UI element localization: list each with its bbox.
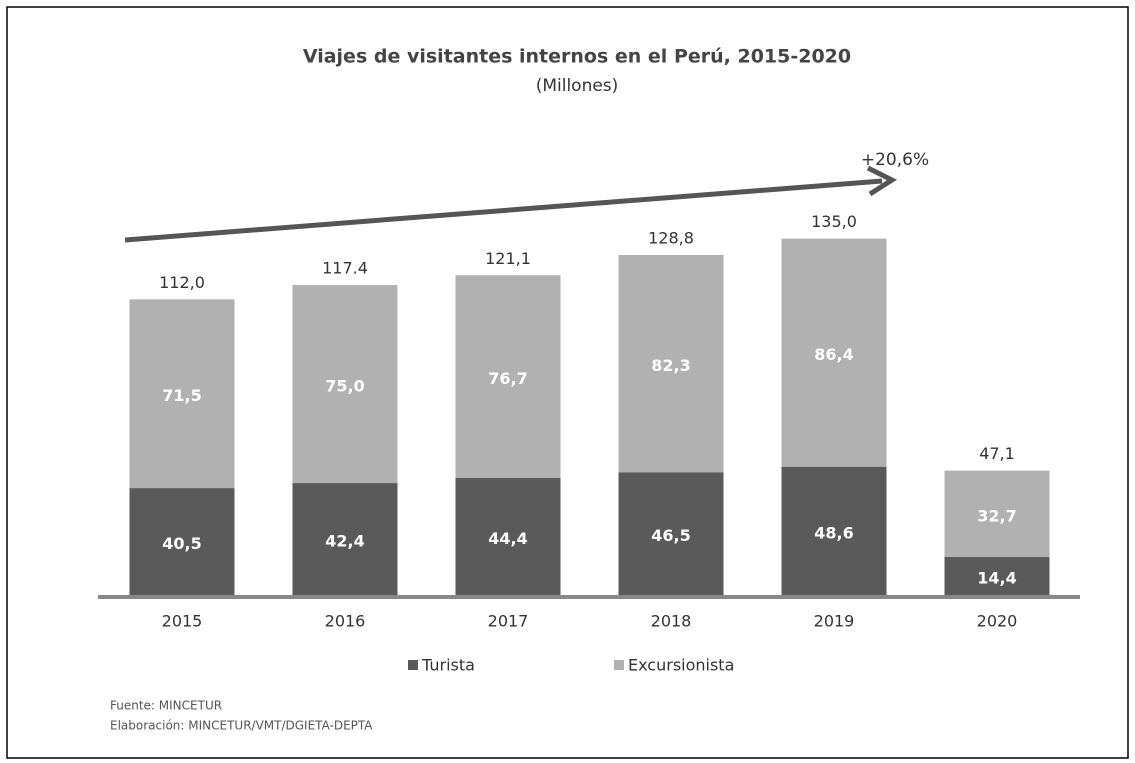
x-tick-label: 2017: [488, 612, 529, 631]
x-tick-label: 2018: [651, 612, 692, 631]
value-label: 71,5: [162, 386, 201, 405]
trend-arrow: [124, 178, 883, 243]
total-label: 117.4: [322, 259, 368, 278]
value-label: 42,4: [325, 532, 364, 551]
total-label: 128,8: [648, 228, 694, 247]
credit-note: Elaboración: MINCETUR/VMT/DGIETA-DEPTA: [110, 719, 373, 733]
value-label: 32,7: [977, 506, 1016, 525]
bar-segment: [129, 488, 235, 595]
total-label: 47,1: [979, 444, 1015, 463]
total-label: 135,0: [811, 212, 857, 231]
value-label: 14,4: [977, 568, 1016, 587]
value-label: 48,6: [814, 523, 853, 542]
bar-segment: [944, 556, 1050, 595]
total-label: 121,1: [485, 249, 531, 268]
bar-segment: [455, 477, 561, 595]
x-tick-label: 2020: [977, 612, 1018, 631]
value-label: 76,7: [488, 369, 527, 388]
x-tick-label: 2019: [814, 612, 855, 631]
value-label: 75,0: [325, 377, 364, 396]
bar-segment: [618, 472, 724, 595]
value-label: 46,5: [651, 526, 690, 545]
bar-segment: [781, 238, 887, 467]
chart-subtitle: (Millones): [536, 76, 619, 96]
legend-swatch: [614, 660, 624, 670]
bar-segment: [781, 466, 887, 595]
source-note: Fuente: MINCETUR: [110, 699, 222, 713]
bar-segment: [292, 285, 398, 484]
bar-segment: [129, 299, 235, 489]
legend-label: Excursionista: [628, 656, 734, 675]
value-label: 82,3: [651, 356, 690, 375]
value-label: 40,5: [162, 534, 201, 553]
bar-segment: [618, 254, 724, 473]
annotation: +20,6%: [861, 150, 929, 170]
x-tick-label: 2015: [162, 612, 203, 631]
chart-title: Viajes de visitantes internos en el Perú…: [303, 46, 851, 68]
x-tick-label: 2016: [325, 612, 366, 631]
bar-segment: [455, 275, 561, 478]
arrow-head: [866, 165, 898, 197]
value-label: 44,4: [488, 529, 527, 548]
legend-label: Turista: [421, 656, 475, 675]
value-label: 86,4: [814, 345, 853, 364]
bar-segment: [292, 483, 398, 595]
legend-swatch: [408, 660, 418, 670]
bar-segment: [944, 470, 1050, 557]
total-label: 112,0: [159, 273, 205, 292]
